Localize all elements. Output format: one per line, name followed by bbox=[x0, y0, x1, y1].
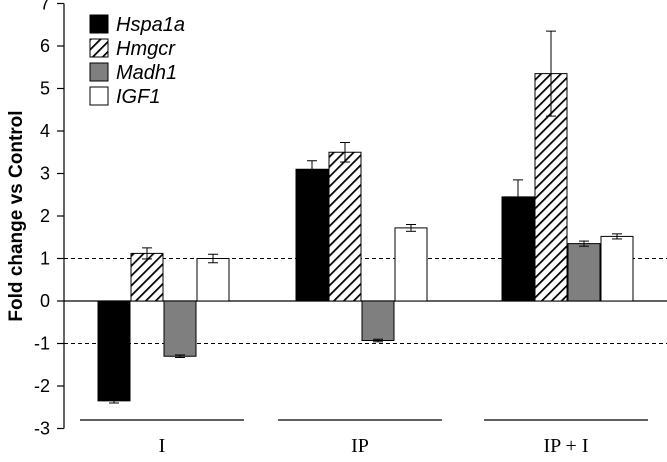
legend-label: Hmgcr bbox=[116, 38, 176, 60]
bar-madh1 bbox=[361, 300, 395, 342]
bars-layer bbox=[97, 30, 634, 404]
category-label: IP + I bbox=[544, 435, 589, 457]
legend-swatch-madh1 bbox=[89, 62, 109, 82]
y-tick-label: 2 bbox=[40, 206, 50, 226]
category-label: IP bbox=[351, 435, 369, 457]
bar-hspa1a bbox=[97, 300, 131, 402]
y-tick-label: 1 bbox=[40, 249, 50, 269]
y-tick-label: 6 bbox=[40, 36, 50, 56]
legend-swatch-hspa1a bbox=[89, 14, 109, 34]
bar-igf1 bbox=[600, 235, 634, 302]
y-tick-label: -3 bbox=[34, 419, 50, 439]
legend-label: IGF1 bbox=[116, 86, 160, 108]
bar-hmgcr bbox=[130, 252, 164, 302]
legend-label: Hspa1a bbox=[116, 14, 185, 36]
y-tick-label: 5 bbox=[40, 79, 50, 99]
category-label: I bbox=[159, 435, 166, 457]
y-tick-label: 0 bbox=[40, 291, 50, 311]
y-axis-label: Fold change vs Control bbox=[6, 110, 27, 321]
bar-hspa1a bbox=[295, 168, 329, 302]
legend-swatch-igf1 bbox=[89, 86, 109, 106]
y-tick-label: 7 bbox=[40, 0, 50, 14]
bar-madh1 bbox=[163, 300, 197, 357]
axes-layer: -3 -2 -1 0 1 2 3 4 5 6 7 I IP IP + I bbox=[34, 0, 667, 457]
bar-hmgcr bbox=[328, 151, 362, 302]
bar-madh1 bbox=[567, 243, 601, 302]
bar-igf1 bbox=[394, 227, 428, 302]
bar-igf1 bbox=[196, 258, 230, 302]
legend-swatch-hmgcr bbox=[89, 38, 109, 58]
y-tick-label: 4 bbox=[40, 121, 50, 141]
y-tick-label: -2 bbox=[34, 376, 50, 396]
legend-label: Madh1 bbox=[116, 62, 177, 84]
y-tick-label: 3 bbox=[40, 164, 50, 184]
y-tick-label: -1 bbox=[34, 334, 50, 354]
